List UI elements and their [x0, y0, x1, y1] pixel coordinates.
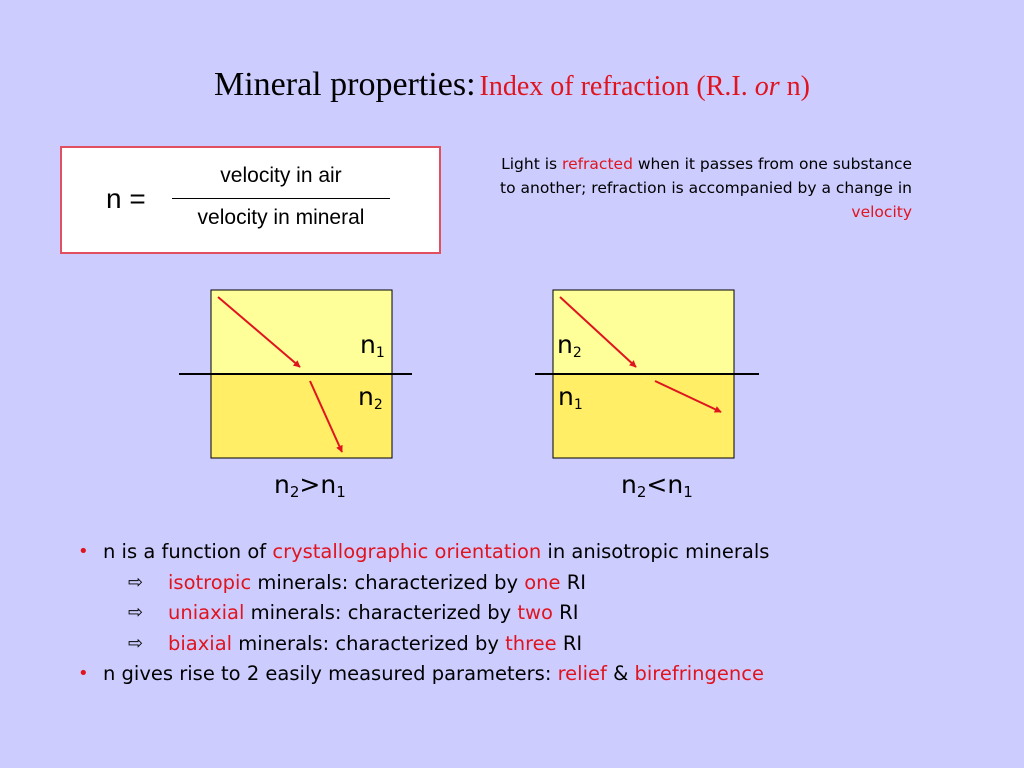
bullet-highlight: birefringence: [634, 662, 765, 685]
right-upper-medium: [552, 289, 735, 375]
bullet-highlight: two: [517, 601, 553, 624]
bullet-highlight: isotropic: [168, 570, 252, 594]
left-incident-ray: [217, 296, 301, 368]
left-upper-medium: [210, 289, 393, 375]
formula-numerator: velocity in air: [220, 164, 342, 187]
title-sub-after: n): [786, 71, 810, 102]
left-bottom-n: n: [358, 382, 374, 411]
formula-denominator: velocity in mineral: [197, 206, 365, 229]
right-top-n-sub: 2: [572, 345, 582, 361]
title-main: Mineral properties:: [214, 66, 476, 103]
bullet-text: &: [606, 662, 635, 685]
right-incident-ray: [559, 296, 637, 368]
sub-bullet-uniaxial: ⇨ uniaxial minerals: characterized by two…: [78, 598, 998, 629]
title-subtitle: Index of refraction (R.I. or n): [480, 71, 810, 102]
title-sub-before: Index of refraction (R.I.: [479, 71, 748, 102]
arrow-right-icon: ⇨: [128, 602, 144, 623]
bullet-text: RI: [556, 631, 583, 655]
bullet-orientation: • n is a function of crystallographic ori…: [78, 537, 998, 568]
bullet-list: • n is a function of crystallographic ori…: [78, 537, 998, 690]
left-caption-a-sub: 2: [289, 483, 300, 501]
right-caption-op: <: [646, 470, 668, 499]
right-caption-a-sub: 2: [636, 483, 647, 501]
right-bottom-n: n: [558, 382, 574, 411]
left-top-n-sub: 1: [375, 345, 385, 361]
bullet-dot-icon: •: [78, 663, 89, 684]
left-caption-b-sub: 1: [336, 483, 346, 501]
refraction-note: Light is refracted when it passes from o…: [500, 152, 912, 224]
formula-lhs: n =: [106, 183, 146, 214]
right-bottom-n-label: n1: [558, 382, 583, 413]
note-highlight-refracted: refracted: [562, 155, 633, 173]
bullet-text: in anisotropic minerals: [541, 540, 770, 563]
right-bottom-n-sub: 1: [573, 397, 583, 413]
right-caption-a: n: [621, 470, 637, 499]
fraction-bar: [172, 198, 390, 199]
sub-bullet-isotropic: ⇨ isotropic minerals: characterized by on…: [78, 568, 998, 599]
right-top-n: n: [557, 330, 573, 359]
left-lower-medium: [210, 373, 393, 459]
bullet-highlight: three: [505, 631, 557, 655]
bullet-parameters: • n gives rise to 2 easily measured param…: [78, 659, 998, 690]
right-caption-b-sub: 1: [683, 483, 693, 501]
bullet-text: minerals: characterized by: [232, 631, 506, 655]
bullet-text: n is a function of: [103, 540, 273, 563]
left-caption-op: >: [299, 470, 321, 499]
right-diagram: [535, 289, 759, 459]
right-refracted-ray: [654, 380, 722, 413]
note-highlight-velocity: velocity: [851, 203, 912, 221]
right-lower-medium: [552, 373, 735, 459]
left-caption-b: n: [320, 470, 337, 499]
left-bottom-n-label: n2: [358, 382, 383, 413]
left-caption-a: n: [274, 470, 290, 499]
left-top-n: n: [360, 330, 376, 359]
left-top-n-label: n1: [360, 330, 385, 361]
left-diagram: [179, 289, 412, 459]
bullet-highlight: uniaxial: [168, 601, 245, 624]
bullet-text: minerals: characterized by: [244, 601, 518, 624]
arrow-right-icon: ⇨: [128, 632, 144, 654]
bullet-text: RI: [560, 570, 586, 594]
bullet-highlight: relief: [557, 662, 607, 685]
left-bottom-n-sub: 2: [373, 397, 383, 413]
slide-title: Mineral properties: Index of refraction …: [0, 66, 1024, 104]
bullet-highlight: crystallographic orientation: [272, 540, 542, 563]
bullet-highlight: biaxial: [168, 631, 233, 655]
bullet-text: n gives rise to 2 easily measured parame…: [103, 662, 558, 685]
left-caption: n2>n1: [274, 470, 346, 501]
right-top-n-label: n2: [557, 330, 582, 361]
right-caption: n2<n1: [621, 470, 693, 501]
right-caption-b: n: [667, 470, 684, 499]
note-text-1: Light is: [501, 155, 563, 173]
bullet-text: RI: [552, 601, 579, 624]
formula-box: n = velocity in air velocity in mineral: [60, 146, 441, 254]
bullet-highlight: one: [524, 570, 561, 594]
arrow-right-icon: ⇨: [128, 571, 144, 593]
sub-bullet-biaxial: ⇨ biaxial minerals: characterized by thre…: [78, 629, 998, 660]
left-refracted-ray: [309, 380, 343, 453]
note-text-2: when it passes from one substance to ano…: [500, 155, 912, 197]
bullet-dot-icon: •: [78, 541, 89, 562]
title-sub-or: or: [754, 71, 780, 102]
bullet-text: minerals: characterized by: [251, 570, 525, 594]
